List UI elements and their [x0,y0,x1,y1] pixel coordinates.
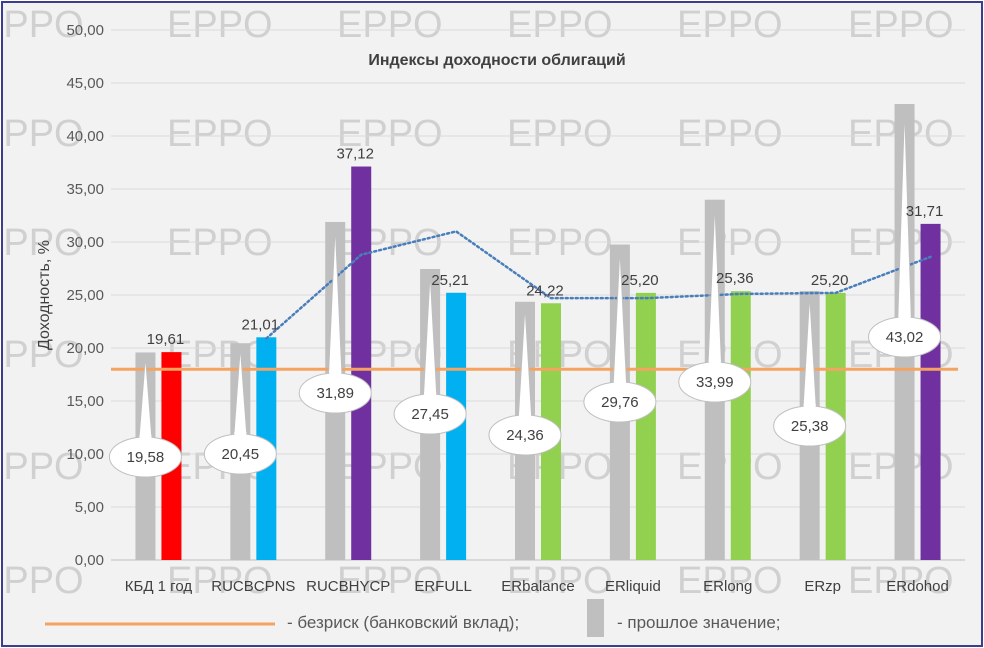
previous-value-label: 29,76 [601,394,639,411]
previous-value-label: 43,02 [886,329,924,346]
current-value-label: 25,20 [621,272,659,289]
category-label: RUCBCPNS [211,578,295,595]
y-tick-label: 25,00 [66,287,104,304]
watermark-text: EPPO [677,446,783,488]
watermark-text: EPPO [677,222,783,264]
category-label: ERzp [804,578,841,595]
y-tick-label: 35,00 [66,181,104,198]
category-label: ERdohod [886,578,949,595]
watermark-text: EPPO [848,4,954,46]
watermark-text: EPPO [337,4,443,46]
previous-value-label: 25,38 [791,418,829,435]
callout-joint [613,380,626,386]
watermark-text: EPPO [3,334,84,376]
watermark-text: EPPO [3,4,84,46]
current-value-label: 37,12 [336,146,374,163]
previous-value-label: 20,45 [222,446,260,463]
previous-value-callout: 29,76 [583,248,657,423]
current-value-labels: 19,61 21,01 37,12 25,21 24,22 25,20 25,36 25,20… [147,146,944,349]
current-bar [351,166,372,560]
y-tick-label: 45,00 [66,75,104,92]
previous-value-callout: 25,38 [773,294,847,447]
previous-value-callout: 43,02 [868,107,942,358]
y-tick-label: 0,00 [75,552,104,569]
watermark-text: EPPO [507,560,613,602]
watermark-text: EPPO [677,560,783,602]
category-label: ERFULL [414,578,472,595]
category-label: ERliquid [605,578,661,595]
callout-joint [803,404,816,410]
y-tick-label: 15,00 [66,393,104,410]
x-axis-categories: КБД 1 год RUCBCPNS RUCBHYCP ERFULL ERbalance… [125,578,949,595]
y-tick-label: 30,00 [66,234,104,251]
callout-joint [898,315,911,321]
watermark-text: EPPO [3,560,84,602]
watermark-text: EPPO [507,222,613,264]
previous-value-label: 31,89 [316,385,354,402]
current-bar [635,292,656,560]
current-value-label: 25,36 [716,270,754,287]
trend-line-path [265,230,932,340]
current-value-label: 24,22 [526,282,564,299]
current-bar [920,223,941,560]
y-tick-label: 40,00 [66,128,104,145]
callout-joint [329,371,342,377]
previous-value-callout: 20,45 [203,347,277,475]
y-axis-ticks: 0,00 5,00 10,00 15,00 20,00 25,00 30,00 35,00 40… [66,22,104,569]
previous-value-label: 19,58 [127,449,165,466]
watermark-text: EPPO [507,4,613,46]
watermark-text: EPPO [848,560,954,602]
watermark-text: EPPO [677,4,783,46]
watermark-text: EPPO [677,113,783,155]
current-bar [730,291,751,560]
callout-joint [234,432,247,438]
watermark-text: EPPO [3,446,84,488]
y-tick-label: 5,00 [75,499,104,516]
previous-value-callout: 27,45 [393,273,467,435]
yield-chart: EPPO EPPO EPPO EPPO EPPO EPPO EPPO EPPO EPPO EPPO… [3,4,965,637]
previous-value-callout: 33,99 [678,203,752,403]
previous-value-label: 24,36 [506,427,544,444]
watermark-text: EPPO [337,113,443,155]
legend-risk-free-label: - безриск (банковский вклад); [287,613,519,632]
trend-line [265,230,932,340]
category-label: RUCBHYCP [306,578,390,595]
watermark-text: EPPO [167,113,273,155]
watermark-text: EPPO [167,560,273,602]
legend-previous-swatch [587,599,604,637]
current-value-label: 21,01 [242,316,280,333]
y-tick-label: 50,00 [66,22,104,39]
callout-joint [519,413,531,419]
previous-value-callout: 31,89 [298,225,372,414]
y-axis-label: Доходность, % [36,240,53,350]
chart-title: Индексы доходности облигаций [368,52,625,69]
category-label: ERlong [703,578,752,595]
legend: - безриск (банковский вклад); - прошлое … [45,599,781,637]
watermark-text: EPPO [167,4,273,46]
watermark-text: EPPO [3,113,84,155]
previous-value-callout: 19,58 [108,356,182,478]
current-value-label: 31,71 [906,203,944,220]
callout-joint [424,392,437,398]
current-value-label: 19,61 [147,331,185,348]
y-tick-label: 20,00 [66,340,104,357]
callout-joint [139,435,152,441]
category-label: ERbalance [501,578,574,595]
previous-value-label: 33,99 [696,374,734,391]
current-value-label: 25,21 [431,272,469,289]
callout-joint [708,360,721,366]
watermark-text: EPPO [507,113,613,155]
y-tick-label: 10,00 [66,446,104,463]
watermark-text: EPPO [337,560,443,602]
watermark-text: EPPO [3,222,84,264]
current-value-label: 25,20 [811,272,849,289]
watermark-text: EPPO [167,222,273,264]
previous-value-label: 27,45 [411,406,449,423]
previous-value-callouts: 19,58 20,45 31,89 27,45 24,36 29,76 33,99 25,38… [108,107,942,478]
previous-value-callout: 24,36 [488,305,562,456]
category-label: КБД 1 год [125,578,193,595]
legend-previous-label: - прошлое значение; [617,613,781,632]
